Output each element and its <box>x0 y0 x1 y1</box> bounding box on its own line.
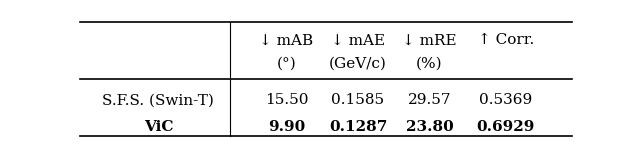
Text: ViC: ViC <box>144 120 173 134</box>
Text: (%): (%) <box>416 56 443 70</box>
Text: 0.1585: 0.1585 <box>331 93 385 107</box>
Text: (°): (°) <box>277 56 296 70</box>
Text: 29.57: 29.57 <box>408 93 451 107</box>
Text: 0.1287: 0.1287 <box>329 120 387 134</box>
Text: ↓ mAB: ↓ mAB <box>259 33 314 47</box>
Text: ↓ mRE: ↓ mRE <box>402 33 457 47</box>
Text: 23.80: 23.80 <box>406 120 453 134</box>
Text: 9.90: 9.90 <box>268 120 305 134</box>
Text: (GeV/c): (GeV/c) <box>329 56 387 70</box>
Text: ↑ Corr.: ↑ Corr. <box>478 33 534 47</box>
Text: 0.6929: 0.6929 <box>476 120 535 134</box>
Text: ↓ mAE: ↓ mAE <box>331 33 385 47</box>
Text: 15.50: 15.50 <box>265 93 308 107</box>
Text: S.F.S. (Swin-T): S.F.S. (Swin-T) <box>102 93 214 107</box>
Text: 0.5369: 0.5369 <box>480 93 532 107</box>
